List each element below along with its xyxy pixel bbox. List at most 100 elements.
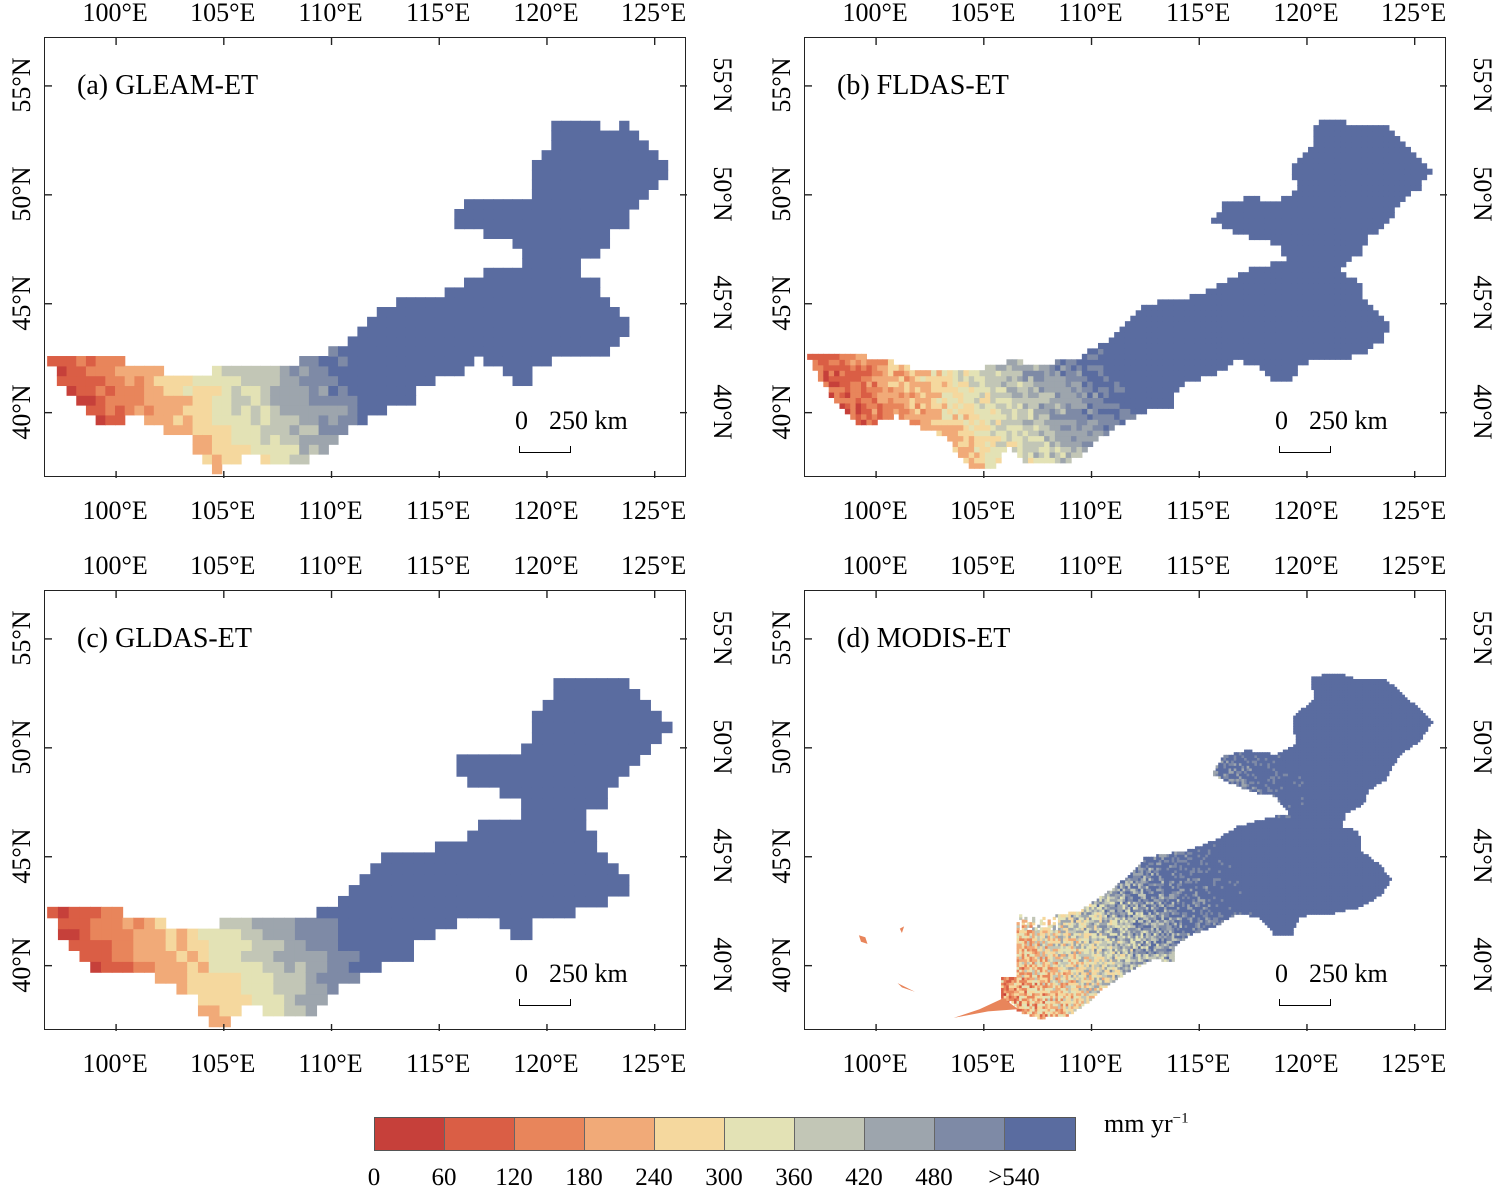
et-pixel: [1233, 354, 1239, 360]
et-pixel: [1378, 327, 1384, 333]
et-pixel: [454, 317, 464, 327]
et-pixel: [1136, 403, 1142, 409]
et-pixel: [1297, 245, 1303, 251]
et-pixel: [597, 733, 608, 744]
et-pixel: [883, 392, 889, 398]
et-pixel: [1357, 234, 1363, 240]
et-pixel: [1001, 387, 1007, 393]
et-pixel: [230, 972, 241, 983]
et-pixel: [349, 972, 360, 983]
et-pixel: [125, 385, 135, 395]
et-pixel: [1303, 299, 1309, 305]
et-pixel: [1383, 185, 1389, 191]
et-pixel: [1324, 294, 1330, 300]
et-pixel: [270, 425, 280, 435]
et-pixel: [543, 852, 554, 863]
et-pixel: [1292, 250, 1298, 256]
et-pixel: [1351, 190, 1357, 196]
et-pixel: [1066, 359, 1072, 365]
et-pixel: [1265, 370, 1271, 376]
et-pixel: [57, 356, 67, 366]
map-frame: (a) GLEAM-ET 0 250 km: [44, 37, 686, 477]
et-pixel: [597, 754, 608, 765]
et-pixel: [542, 170, 552, 180]
et-pixel: [850, 397, 856, 403]
et-pixel: [306, 961, 317, 972]
et-pixel: [1173, 338, 1179, 344]
et-pixel: [607, 874, 618, 885]
et-pixel: [58, 918, 69, 929]
et-pixel: [1019, 914, 1022, 917]
et-pixel: [299, 405, 309, 415]
et-pixel: [1012, 430, 1018, 436]
et-pixel: [1152, 332, 1158, 338]
et-pixel: [1141, 354, 1147, 360]
et-pixel: [445, 327, 455, 337]
et-pixel: [493, 268, 503, 278]
et-pixel: [316, 961, 327, 972]
et-pixel: [1093, 425, 1099, 431]
et-pixel: [1012, 392, 1018, 398]
et-pixel: [241, 405, 251, 415]
et-pixel: [1233, 223, 1239, 229]
et-pixel: [1340, 223, 1346, 229]
et-pixel: [260, 434, 270, 444]
et-pixel: [629, 170, 639, 180]
et-pixel: [464, 209, 474, 219]
et-pixel: [280, 395, 290, 405]
et-pixel: [1324, 332, 1330, 338]
et-pixel: [1319, 223, 1325, 229]
et-pixel: [1136, 370, 1142, 376]
et-pixel: [1076, 365, 1082, 371]
et-pixel: [985, 425, 991, 431]
et-pixel: [597, 711, 608, 722]
et-pixel: [942, 414, 948, 420]
et-pixel: [454, 346, 464, 356]
et-pixel: [1276, 299, 1282, 305]
et-pixel: [1152, 316, 1158, 322]
et-pixel: [639, 160, 649, 170]
et-pixel: [1050, 381, 1056, 387]
et-pixel: [1265, 223, 1271, 229]
et-pixel: [926, 376, 932, 382]
et-pixel: [105, 366, 115, 376]
et-pixel: [1130, 343, 1136, 349]
et-pixel: [1281, 272, 1287, 278]
et-pixel: [1190, 354, 1196, 360]
et-pixel: [1287, 376, 1293, 382]
et-pixel: [381, 940, 392, 951]
et-pixel: [1287, 261, 1293, 267]
et-pixel: [969, 441, 975, 447]
et-pixel: [639, 150, 649, 160]
et-pixel: [1048, 919, 1051, 922]
et-pixel: [1378, 141, 1384, 147]
lon-tick-label: 115°E: [1166, 496, 1230, 526]
et-pixel: [969, 370, 975, 376]
et-pixel: [1050, 365, 1056, 371]
et-pixel: [1238, 348, 1244, 354]
et-pixel: [590, 121, 600, 131]
et-pixel: [295, 972, 306, 983]
et-pixel: [220, 994, 231, 1005]
et-pixel: [926, 392, 932, 398]
et-pixel: [856, 414, 862, 420]
et-pixel: [1324, 180, 1330, 186]
et-pixel: [306, 918, 317, 929]
et-pixel: [1249, 207, 1255, 213]
et-pixel: [1265, 305, 1271, 311]
et-pixel: [1216, 365, 1222, 371]
et-pixel: [872, 419, 878, 425]
et-pixel: [532, 852, 543, 863]
et-pixel: [990, 436, 996, 442]
et-pixel: [1211, 327, 1217, 333]
et-pixel: [1313, 267, 1319, 273]
et-pixel: [173, 395, 183, 405]
et-pixel: [990, 365, 996, 371]
et-pixel: [575, 700, 586, 711]
et-pixel: [1330, 141, 1336, 147]
et-pixel: [1130, 348, 1136, 354]
et-pixel: [348, 385, 358, 395]
et-pixel: [866, 392, 872, 398]
et-pixel: [1141, 316, 1147, 322]
et-pixel: [1249, 234, 1255, 240]
